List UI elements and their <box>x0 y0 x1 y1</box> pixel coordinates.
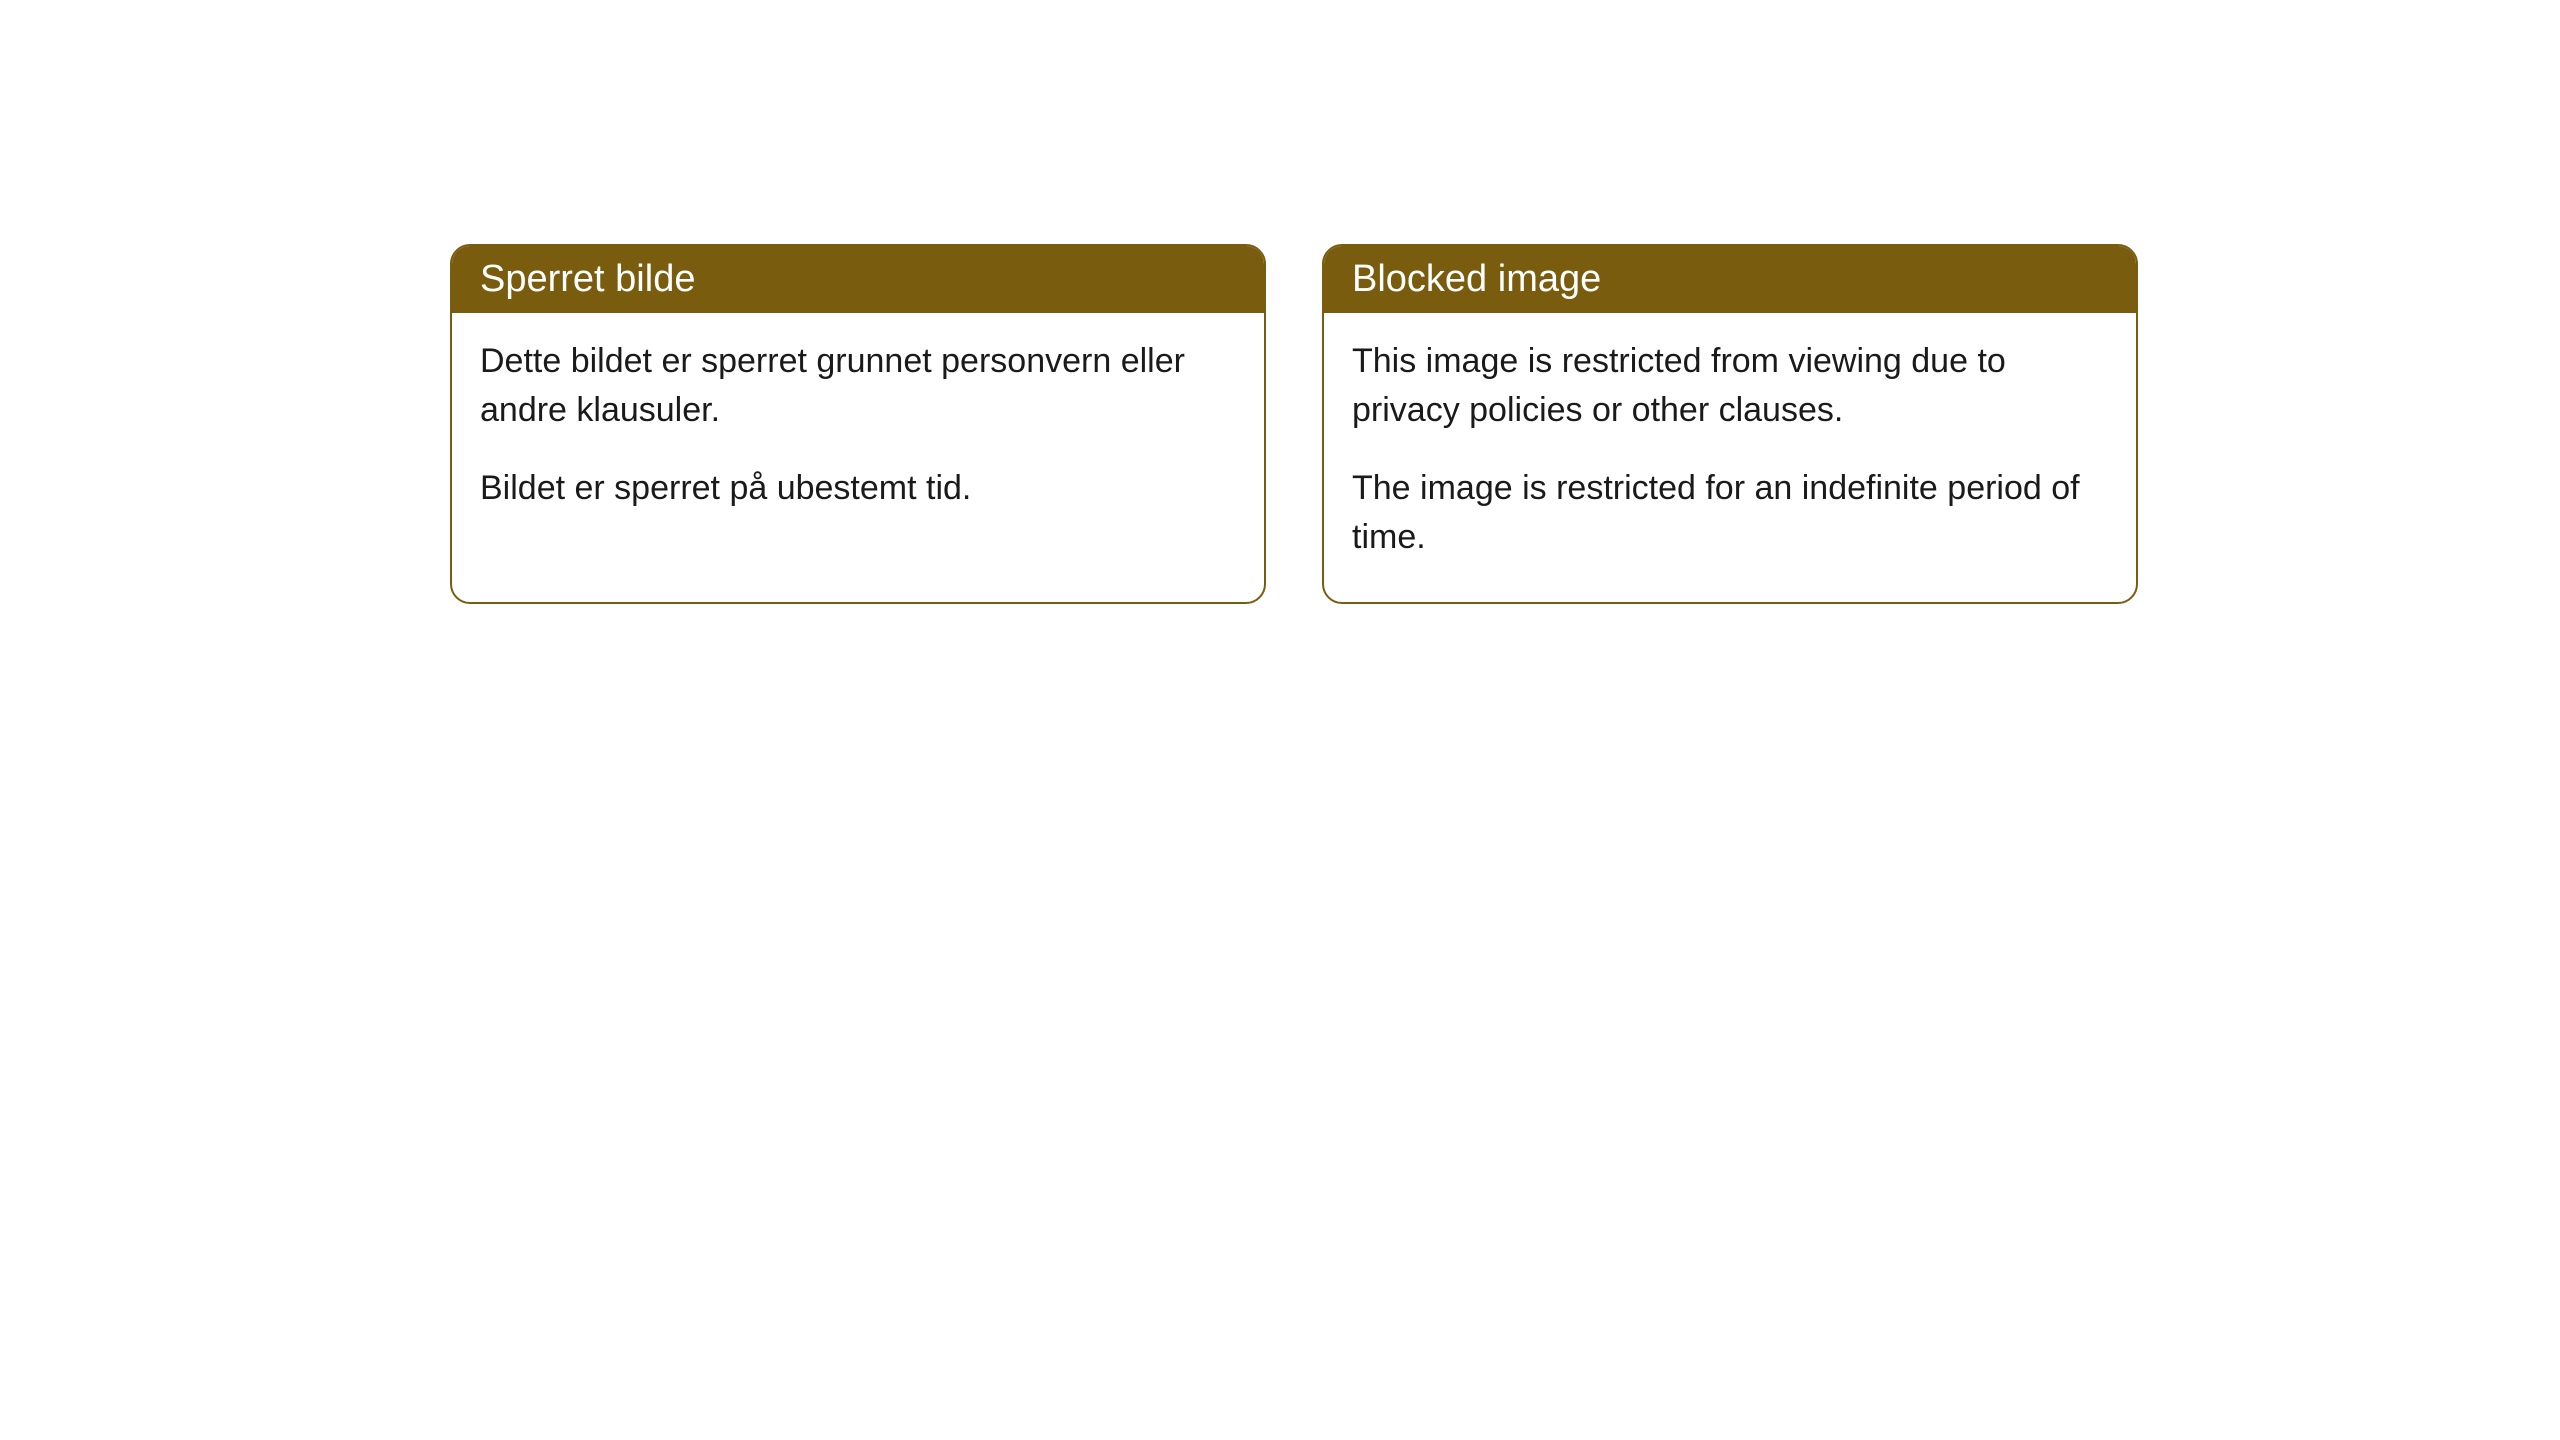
card-paragraph: Bildet er sperret på ubestemt tid. <box>480 464 1236 513</box>
card-header: Sperret bilde <box>452 246 1264 313</box>
card-title: Sperret bilde <box>480 258 695 300</box>
blocked-image-card-norwegian: Sperret bilde Dette bildet er sperret gr… <box>450 244 1266 604</box>
card-paragraph: This image is restricted from viewing du… <box>1352 337 2108 436</box>
card-body: Dette bildet er sperret grunnet personve… <box>452 313 1264 553</box>
card-title: Blocked image <box>1352 258 1601 300</box>
blocked-image-card-english: Blocked image This image is restricted f… <box>1322 244 2138 604</box>
card-paragraph: Dette bildet er sperret grunnet personve… <box>480 337 1236 436</box>
card-paragraph: The image is restricted for an indefinit… <box>1352 464 2108 563</box>
card-body: This image is restricted from viewing du… <box>1324 313 2136 602</box>
card-header: Blocked image <box>1324 246 2136 313</box>
cards-container: Sperret bilde Dette bildet er sperret gr… <box>450 244 2138 604</box>
